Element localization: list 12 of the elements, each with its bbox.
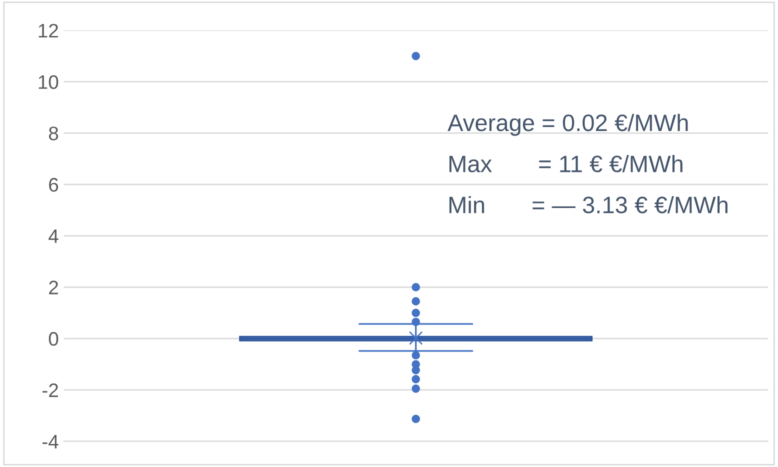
- y-tick-label: 6: [49, 178, 58, 192]
- y-tick-label: 2: [49, 280, 58, 294]
- y-tick-label: 10: [38, 75, 58, 89]
- y-tick-label: 8: [48, 126, 58, 140]
- y-tick-label: -4: [42, 434, 58, 448]
- annotation: Min = — 3.13 € €/MWh: [449, 196, 728, 214]
- y-tick-label: -2: [42, 383, 58, 397]
- annotation: Max = 11 € €/MWh: [449, 154, 682, 172]
- y-tick-label: 12: [38, 24, 58, 38]
- annotation: Average = 0.02 €/MWh: [448, 114, 688, 136]
- y-tick-label: 4: [48, 230, 58, 243]
- y-tick-label: 0: [48, 332, 58, 346]
